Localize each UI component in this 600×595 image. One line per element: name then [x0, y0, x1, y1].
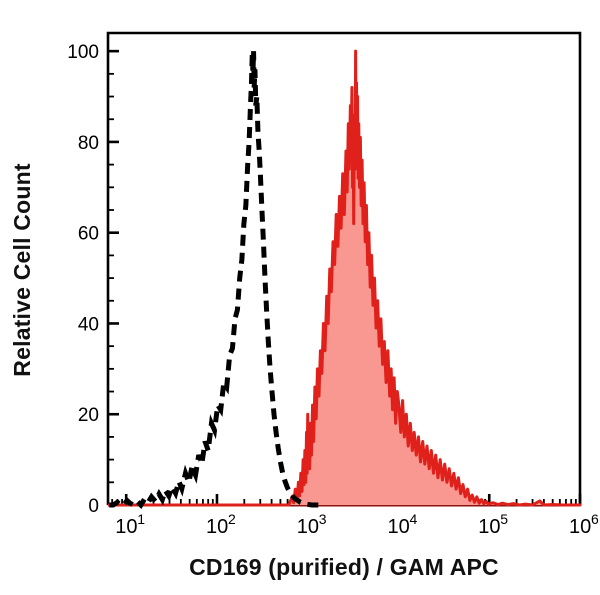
stained-histogram-outline	[107, 49, 582, 507]
y-tick-label: 80	[78, 133, 99, 154]
x-tick-label: 10 5	[478, 511, 508, 538]
x-axis-tick-labels: 10 1 10 2 10 3 10 4 10 5 10 6	[115, 511, 599, 538]
plot-frame	[106, 31, 582, 505]
x-tick-base: 10	[297, 516, 319, 538]
y-axis-title: Relative Cell Count	[9, 163, 35, 377]
y-axis-tick-labels: 0 20 40 60 80 100	[67, 42, 99, 517]
x-tick-exponent: 5	[500, 511, 508, 527]
x-tick-base: 10	[387, 516, 409, 538]
x-tick-exponent: 1	[137, 511, 145, 527]
stained-histogram-fill	[109, 51, 580, 506]
y-tick-label: 0	[88, 496, 99, 517]
x-tick-base: 10	[115, 516, 137, 538]
y-tick-label: 20	[78, 405, 99, 426]
x-tick-label: 10 4	[387, 511, 417, 538]
x-tick-base: 10	[569, 516, 591, 538]
x-tick-label: 10 2	[206, 511, 236, 538]
y-tick-label: 100	[67, 42, 99, 63]
x-tick-exponent: 6	[591, 511, 599, 527]
x-tick-base: 10	[206, 516, 228, 538]
y-tick-label: 60	[78, 224, 99, 245]
control-histogram-outline	[109, 51, 324, 509]
series-negative-control	[109, 51, 324, 509]
x-tick-exponent: 4	[409, 511, 417, 527]
plot-border	[106, 31, 582, 505]
x-axis-title: CD169 (purified) / GAM APC	[189, 554, 499, 580]
x-tick-exponent: 3	[319, 511, 327, 527]
x-tick-label: 10 3	[297, 511, 327, 538]
y-axis-ticks	[108, 49, 119, 507]
x-tick-label: 10 6	[569, 511, 599, 538]
x-tick-exponent: 2	[228, 511, 236, 527]
y-tick-label: 40	[78, 314, 99, 335]
x-tick-base: 10	[478, 516, 500, 538]
x-tick-label: 10 1	[115, 511, 145, 538]
series-cd169-stained	[107, 49, 582, 507]
